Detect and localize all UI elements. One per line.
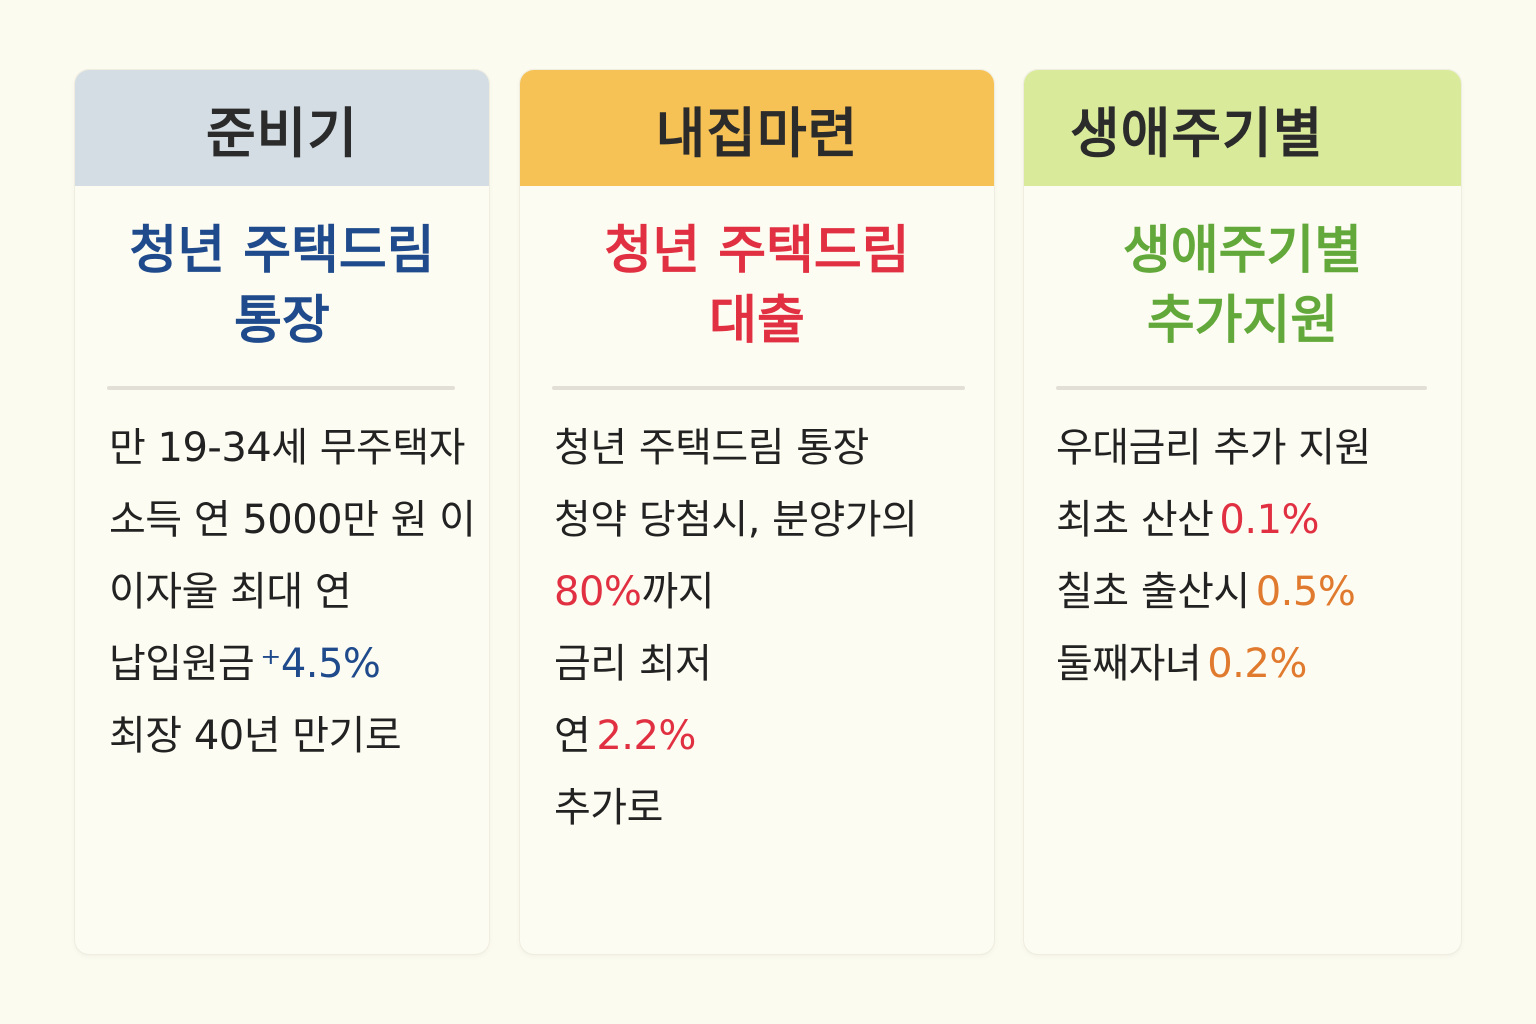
divider	[1056, 386, 1427, 390]
card-lines: 청년 주택드림 통장 청약 당첨시, 분양가의 80%까지 금리 최저 연 2.2…	[520, 412, 994, 844]
rate-highlight: 0.1%	[1219, 497, 1320, 543]
list-item: 연 2.2%	[520, 700, 994, 772]
card-header: 생애주기별	[1024, 70, 1461, 186]
line-text: 우대금리 추가 지원	[1056, 425, 1371, 471]
line-text: 금리 최저	[554, 641, 712, 687]
card-lines: 우대금리 추가 지원 최초 산산 0.1% 칠초 출산시 0.5% 둘째자녀 0.2%	[1024, 412, 1461, 700]
rate-highlight: 2.2%	[596, 713, 696, 759]
card-life-cycle: 생애주기별 생애주기별 추가지원 우대금리 추가 지원 최초 산산 0.1% 칠초…	[1024, 70, 1461, 954]
card-title-line: 통장	[234, 291, 330, 351]
rate-highlight: 0.2%	[1207, 641, 1307, 687]
card-header: 준비기	[75, 70, 489, 186]
card-preparation: 준비기 청년 주택드림 통장 만 19-34세 무주택자 소득 연 5000만 …	[75, 70, 489, 954]
list-item: 금리 최저	[520, 628, 994, 700]
list-item: 둘째자녀 0.2%	[1024, 628, 1461, 700]
line-text: 최초 산산	[1056, 497, 1214, 543]
rate-highlight: ⁺4.5%	[260, 641, 381, 687]
card-title-line: 추가지원	[1146, 291, 1339, 351]
card-title-line: 청년 주택드림	[129, 221, 435, 281]
card-lines: 만 19-34세 무주택자 소득 연 5000만 원 이 이자울 최대 연 납입…	[75, 412, 489, 772]
card-title: 청년 주택드림 통장	[75, 216, 489, 356]
list-item: 청약 당첨시, 분양가의	[520, 484, 994, 556]
rate-highlight: 80%	[554, 569, 642, 615]
card-title-line: 청년 주택드림	[604, 221, 910, 281]
line-text: 청년 주택드림 통장	[554, 425, 869, 471]
list-item: 이자울 최대 연	[75, 556, 489, 628]
card-title-line: 대출	[709, 291, 805, 351]
card-title: 생애주기별 추가지원	[1024, 216, 1461, 356]
list-item: 칠초 출산시 0.5%	[1024, 556, 1461, 628]
divider	[552, 386, 965, 390]
card-title-line: 생애주기별	[1122, 221, 1363, 281]
rate-highlight: 0.5%	[1255, 569, 1356, 615]
list-item: 소득 연 5000만 원 이	[75, 484, 489, 556]
card-header: 내집마련	[520, 70, 994, 186]
list-item: 최초 산산 0.1%	[1024, 484, 1461, 556]
list-item: 추가로	[520, 772, 994, 844]
line-text: 연	[554, 713, 591, 759]
list-item: 청년 주택드림 통장	[520, 412, 994, 484]
card-title: 청년 주택드림 대출	[520, 216, 994, 356]
card-home-purchase: 내집마련 청년 주택드림 대출 청년 주택드림 통장 청약 당첨시, 분양가의 …	[520, 70, 994, 954]
list-item: 만 19-34세 무주택자	[75, 412, 489, 484]
list-item: 최장 40년 만기로	[75, 700, 489, 772]
list-item: 우대금리 추가 지원	[1024, 412, 1461, 484]
line-text: 납입원금	[109, 641, 255, 687]
line-text: 최장 40년 만기로	[109, 713, 402, 759]
line-text: 둘째자녀	[1056, 641, 1202, 687]
line-text: 칠초 출산시	[1056, 569, 1250, 615]
list-item: 80%까지	[520, 556, 994, 628]
list-item: 납입원금 ⁺4.5%	[75, 628, 489, 700]
line-text: 청약 당첨시, 분양가의	[554, 497, 918, 543]
line-text: 소득 연 5000만 원 이	[109, 497, 476, 543]
divider	[107, 386, 455, 390]
line-text: 추가로	[554, 785, 663, 831]
line-text: 이자울 최대 연	[109, 569, 352, 615]
line-text: 만 19-34세 무주택자	[109, 425, 465, 471]
line-text: 까지	[641, 569, 715, 615]
